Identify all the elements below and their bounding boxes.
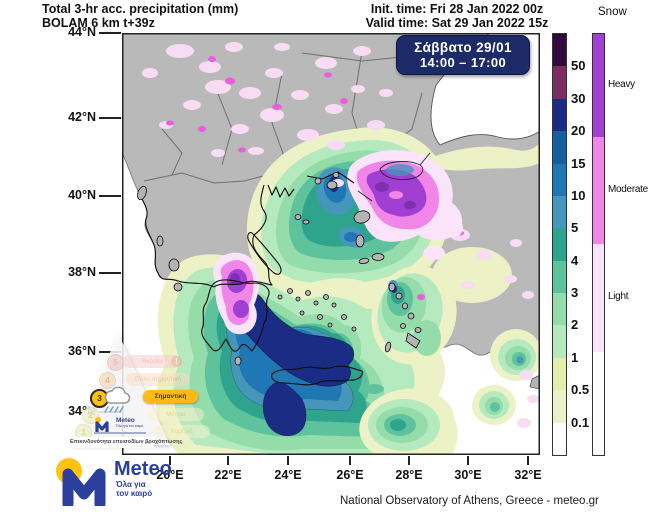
precip-scale-tick-label: 30 bbox=[571, 90, 586, 106]
precip-scale-segment bbox=[553, 422, 566, 455]
lat-tick-label: 38°N bbox=[68, 265, 96, 279]
precip-scale-segment bbox=[553, 390, 566, 423]
precip-scale-segment bbox=[553, 228, 566, 261]
lon-tick-mark bbox=[408, 456, 410, 465]
snow-scale-label: Moderate bbox=[608, 183, 648, 195]
pyramid-logo-credit-line bbox=[94, 432, 146, 434]
map-title: Total 3-hr acc. precipitation (mm) bbox=[42, 2, 239, 16]
lat-tick-label: 40°N bbox=[68, 188, 96, 202]
meteo-logo-tagline: Όλα για τον καιρό bbox=[116, 480, 153, 498]
precip-scale-segment bbox=[553, 98, 566, 132]
risk-level-pill: Μέτρια bbox=[148, 408, 204, 421]
precip-scale-tick-label: 0.1 bbox=[571, 414, 590, 430]
lon-tick-mark bbox=[227, 456, 229, 465]
precip-scale-tick-label: 10 bbox=[571, 187, 586, 203]
precip-colorbar bbox=[552, 33, 567, 456]
badge-hours: 14:00 – 17:00 bbox=[419, 55, 507, 70]
pyramid-meteo-logo: Meteo Όλα για τον καιρό bbox=[94, 417, 150, 435]
risk-level-number: 5 bbox=[107, 354, 124, 371]
meteo-logo: Meteo Όλα για τον καιρό bbox=[48, 452, 198, 508]
valid-period-badge: Σάββατο 29/01 14:00 – 17:00 bbox=[396, 35, 530, 75]
lat-tick-mark bbox=[99, 32, 121, 34]
credit-text: National Observatory of Athens, Greece -… bbox=[340, 495, 599, 507]
lon-tick-label: 22°E bbox=[214, 468, 242, 482]
precip-scale-tick-label: 0.5 bbox=[571, 382, 590, 398]
precip-scale-segment bbox=[553, 195, 566, 229]
pyramid-title: Επικινδυνότητα επεισοδίων βροχόπτωσης bbox=[70, 437, 182, 448]
snow-scale-segment bbox=[593, 244, 604, 352]
lon-tick-mark bbox=[527, 456, 529, 465]
risk-level-number: 4 bbox=[99, 372, 116, 389]
precip-scale-segment bbox=[553, 163, 566, 196]
lon-tick-label: 24°E bbox=[274, 468, 302, 482]
header-left: Total 3-hr acc. precipitation (mm) BOLAM… bbox=[42, 2, 238, 30]
map-canvas: 5 Ακραία! 4 Πολύ σημαντική 3 Σημαντική 2 Μέτρια… bbox=[70, 33, 540, 455]
lon-tick-label: 28°E bbox=[395, 468, 423, 482]
valid-time: Valid time: Sat 29 Jan 2022 15z bbox=[365, 16, 549, 30]
precipitation-field bbox=[142, 42, 540, 455]
badge-date: Σάββατο 29/01 bbox=[414, 40, 512, 55]
risk-level-number: 2 bbox=[82, 407, 99, 424]
snow-scale-title: Snow bbox=[598, 6, 627, 18]
risk-level-pill: Χαμηλή bbox=[153, 425, 210, 438]
rain-cloud-icon bbox=[104, 386, 131, 413]
precip-scale-tick-label: 1 bbox=[571, 349, 579, 365]
snow-scale-label: Heavy bbox=[608, 78, 635, 90]
lat-tick-mark bbox=[99, 195, 121, 197]
meteo-m-icon bbox=[95, 417, 109, 432]
lat-tick-mark bbox=[99, 117, 121, 119]
lat-tick-mark bbox=[99, 272, 121, 274]
snow-scale-segment bbox=[593, 352, 604, 455]
snow-scale-segment bbox=[593, 137, 604, 244]
lon-tick-label: 30°E bbox=[454, 468, 482, 482]
model-subtitle: BOLAM 6 km t+39z bbox=[42, 16, 155, 30]
lon-tick-mark bbox=[287, 456, 289, 465]
precip-scale-segment bbox=[553, 66, 566, 99]
lat-tick-label: 42°N bbox=[68, 110, 96, 124]
precip-scale-tick-label: 15 bbox=[571, 155, 586, 171]
snow-scale-segment bbox=[593, 34, 604, 137]
lon-tick-label: 20°E bbox=[156, 468, 184, 482]
precip-scale-segment bbox=[553, 34, 566, 67]
risk-level-pill: Πολύ σημαντική bbox=[126, 373, 190, 386]
precip-scale-segment bbox=[553, 260, 566, 293]
pyramid-logo-text: Meteo bbox=[116, 417, 135, 424]
lon-tick-mark bbox=[467, 456, 469, 465]
precip-scale-segment bbox=[553, 357, 566, 391]
lon-tick-mark bbox=[169, 456, 171, 465]
snow-colorbar bbox=[592, 33, 605, 456]
precip-scale-segment bbox=[553, 293, 566, 326]
precip-scale-tick-label: 20 bbox=[571, 123, 586, 139]
precip-scale-tick-label: 4 bbox=[571, 252, 579, 268]
precip-scale-tick-label: 2 bbox=[571, 317, 579, 333]
lon-tick-label: 32°E bbox=[514, 468, 542, 482]
lon-tick-mark bbox=[349, 456, 351, 465]
lon-tick-label: 26°E bbox=[336, 468, 364, 482]
meteo-logo-text: Meteo bbox=[114, 458, 172, 480]
risk-level-pill: Σημαντική bbox=[143, 390, 198, 403]
precip-scale-segment bbox=[553, 131, 566, 164]
init-time: Init. time: Fri 28 Jan 2022 00z bbox=[370, 2, 544, 16]
precip-scale-segment bbox=[553, 325, 566, 358]
precip-scale-tick-label: 50 bbox=[571, 58, 586, 74]
pyramid-logo-tagline: Όλα για τον καιρό bbox=[116, 424, 144, 428]
header-right: Init. time: Fri 28 Jan 2022 00z Valid ti… bbox=[352, 2, 562, 30]
precip-scale-tick-label: 5 bbox=[571, 220, 579, 236]
meteo-m-icon bbox=[62, 468, 106, 506]
precip-scale-tick-label: 3 bbox=[571, 285, 579, 301]
lat-tick-label: 44°N bbox=[68, 25, 96, 39]
risk-level-pill: Ακραία bbox=[123, 355, 181, 368]
snow-scale-label: Light bbox=[608, 291, 629, 302]
risk-pyramid: 5 Ακραία! 4 Πολύ σημαντική 3 Σημαντική 2 Μέτρια… bbox=[70, 333, 212, 451]
exclamation-badge: ! bbox=[171, 356, 182, 367]
